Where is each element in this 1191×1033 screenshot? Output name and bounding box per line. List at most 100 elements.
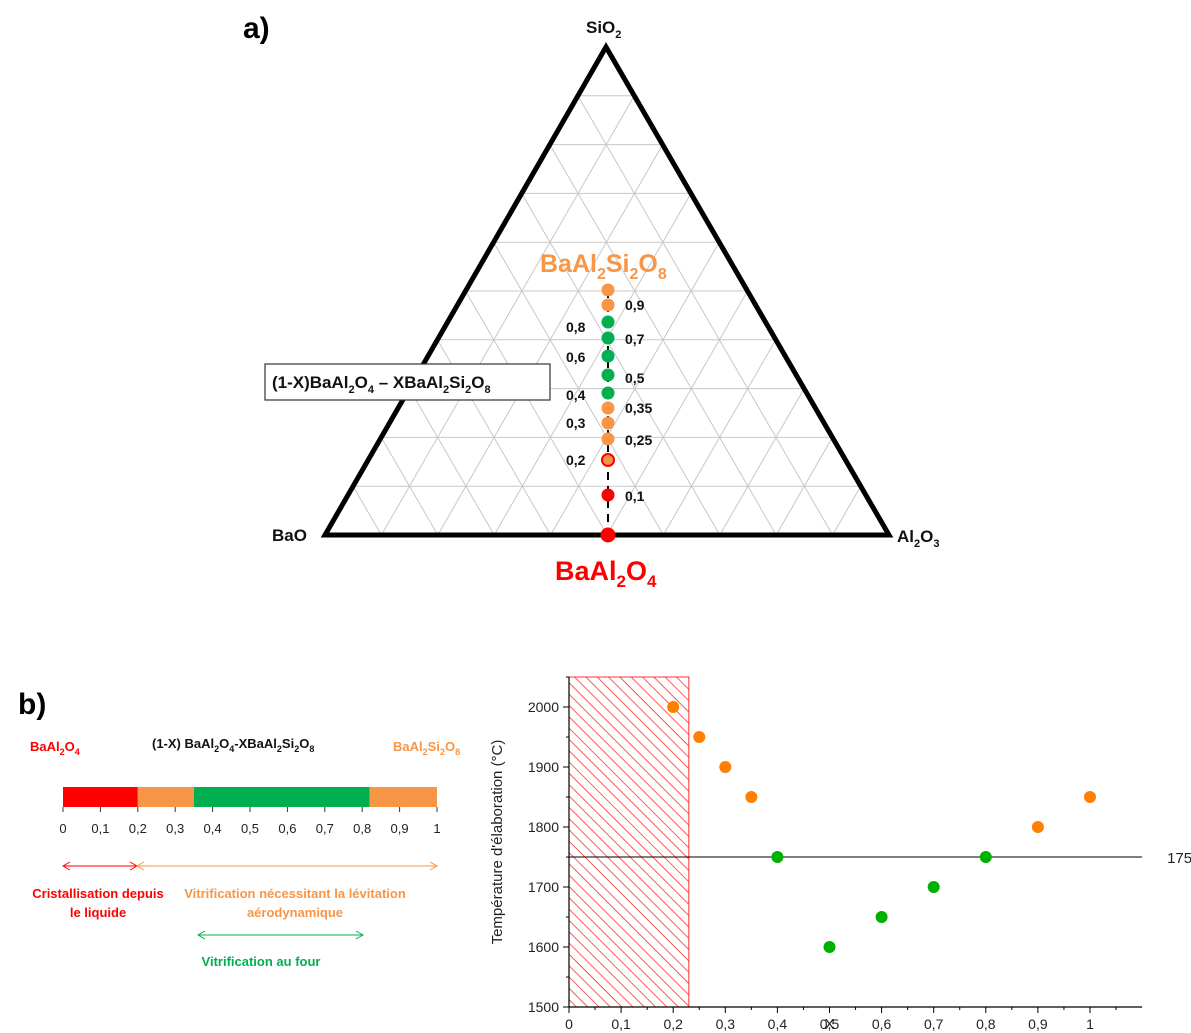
bar-tick-label: 0,8 — [353, 821, 371, 836]
bar-segment-3 — [369, 787, 437, 807]
label-0.3: 0,3 — [566, 415, 586, 431]
grid-line — [352, 485, 382, 536]
data-point — [1084, 791, 1096, 803]
y-tick-label: 1800 — [528, 819, 559, 835]
dot-x-0.1 — [601, 488, 615, 502]
bar-segment-1 — [137, 787, 194, 807]
series-label-box — [264, 363, 551, 401]
panel-a-label: a) — [243, 12, 270, 45]
x-tick-label: 0,2 — [663, 1016, 683, 1032]
x-tick-label: 0,8 — [976, 1016, 996, 1032]
dot-x-0.5 — [601, 368, 615, 382]
dot-x-0.7 — [601, 331, 615, 345]
data-point — [771, 851, 784, 863]
y-tick-label: 1500 — [528, 999, 559, 1015]
data-point — [979, 851, 992, 863]
text-cristallisation-line2: le liquide — [70, 905, 126, 920]
bar-tick-label: 0,7 — [316, 821, 334, 836]
label-0.4: 0,4 — [566, 387, 586, 403]
data-point — [719, 761, 732, 773]
data-point — [823, 941, 836, 953]
bar-tick-label: 0,2 — [129, 821, 147, 836]
chart-axes: 0 0,1 0,2 0,3 0,4 0,5 0,6 0,7 0,8 0,9 1 1500 1600 170… — [528, 676, 1143, 1032]
data-point — [745, 791, 758, 803]
text-vitrification-levitation-line2: aérodynamique — [247, 905, 343, 920]
dot-x-1 — [601, 283, 615, 297]
dot-x-0 — [600, 527, 616, 543]
label-0.7: 0,7 — [625, 331, 645, 347]
y-tick-label: 1900 — [528, 759, 559, 775]
grid-line — [606, 290, 748, 536]
bar-tick-label: 0 — [59, 821, 66, 836]
x-tick-label: 0,1 — [611, 1016, 631, 1032]
hatched-region — [568, 676, 690, 1008]
grid-line — [832, 485, 862, 536]
vertex-bao-label: BaO — [272, 526, 307, 545]
vertex-sio2-label: SiO2 — [586, 18, 621, 41]
bar-left-label: BaAl2O4 — [30, 739, 80, 757]
x-tick-label: 0 — [565, 1016, 573, 1032]
data-point — [693, 731, 706, 743]
text-vitrification-levitation-line1: Vitrification nécessitant la lévitation — [184, 886, 406, 901]
bar-right-label: BaAl2Si2O8 — [393, 739, 460, 757]
bar-segment-0 — [63, 787, 138, 807]
x-tick-label: 0,5 — [820, 1016, 840, 1032]
grid-line — [577, 95, 834, 536]
bar-tick-label: 0,1 — [91, 821, 109, 836]
arrow-vitri-lev — [135, 861, 439, 871]
bar-title: (1-X) BaAl2O4-XBaAl2Si2O8 — [152, 736, 314, 754]
dot-x-0.6 — [601, 349, 615, 363]
y-tick-label: 2000 — [528, 699, 559, 715]
data-point — [667, 701, 680, 713]
panel-b-bar: b) BaAl2O4 (1-X) BaAl2O4-XBaAl2Si2O8 BaA… — [18, 688, 460, 969]
x-tick-label: 0,6 — [872, 1016, 892, 1032]
grid-line — [521, 193, 721, 536]
x-tick-label: 0,7 — [924, 1016, 944, 1032]
bar-tick-label: 0,9 — [391, 821, 409, 836]
data-point — [875, 911, 888, 923]
bar-tick-label: 0,5 — [241, 821, 259, 836]
grid-line — [493, 193, 692, 536]
vertex-al2o3-label: Al2O3 — [897, 527, 939, 550]
dot-x-0.9 — [601, 298, 615, 312]
y-tick-label: 1600 — [528, 939, 559, 955]
bar-tick-label: 0,4 — [204, 821, 222, 836]
grid-line — [465, 290, 608, 536]
dot-x-0.35 — [601, 401, 615, 415]
label-0.6: 0,6 — [566, 349, 586, 365]
composition-bar — [63, 787, 437, 807]
grid-line — [408, 388, 495, 536]
y-tick-label: 1700 — [528, 879, 559, 895]
dot-x-0.25 — [601, 432, 615, 446]
dot-x-0.8 — [601, 315, 615, 329]
y-axis-label: Température d'élaboration (°C) — [489, 740, 506, 945]
bar-tick-label: 1 — [433, 821, 440, 836]
baal2o4-label: BaAl2O4 — [555, 556, 657, 591]
x-tick-label: 1 — [1086, 1016, 1094, 1032]
text-vitrification-four: Vitrification au four — [202, 954, 321, 969]
dot-x-0.2 — [601, 453, 615, 467]
label-0.5: 0,5 — [625, 370, 645, 386]
data-point — [1031, 821, 1044, 833]
arrow-vitri-four — [196, 930, 365, 940]
baal2si2o8-label: BaAl2Si2O8 — [540, 250, 667, 283]
composition-bar-ticks: 0 0,1 0,2 0,3 0,4 0,5 0,6 0,7 0,8 0,9 1 — [59, 807, 441, 836]
x-axis-label: X — [824, 1016, 834, 1033]
dot-x-0.4 — [601, 386, 615, 400]
x-tick-label: 0,3 — [716, 1016, 736, 1032]
ternary-grid — [352, 95, 862, 536]
label-0.8: 0,8 — [566, 319, 586, 335]
data-point — [927, 881, 940, 893]
label-0.9: 0,9 — [625, 297, 645, 313]
label-0.2: 0,2 — [566, 452, 586, 468]
label-0.1: 0,1 — [625, 488, 645, 504]
dot-x-0.3 — [601, 416, 615, 430]
panel-b-label: b) — [18, 688, 46, 721]
label-0.35: 0,35 — [625, 400, 652, 416]
text-cristallisation-line1: Cristallisation depuis — [32, 886, 163, 901]
bar-segment-2 — [193, 787, 370, 807]
label-0.25: 0,25 — [625, 432, 652, 448]
panel-a: a) SiO2 BaO Al2O3 BaAl2Si2O8 BaAl2O4 — [243, 12, 939, 591]
